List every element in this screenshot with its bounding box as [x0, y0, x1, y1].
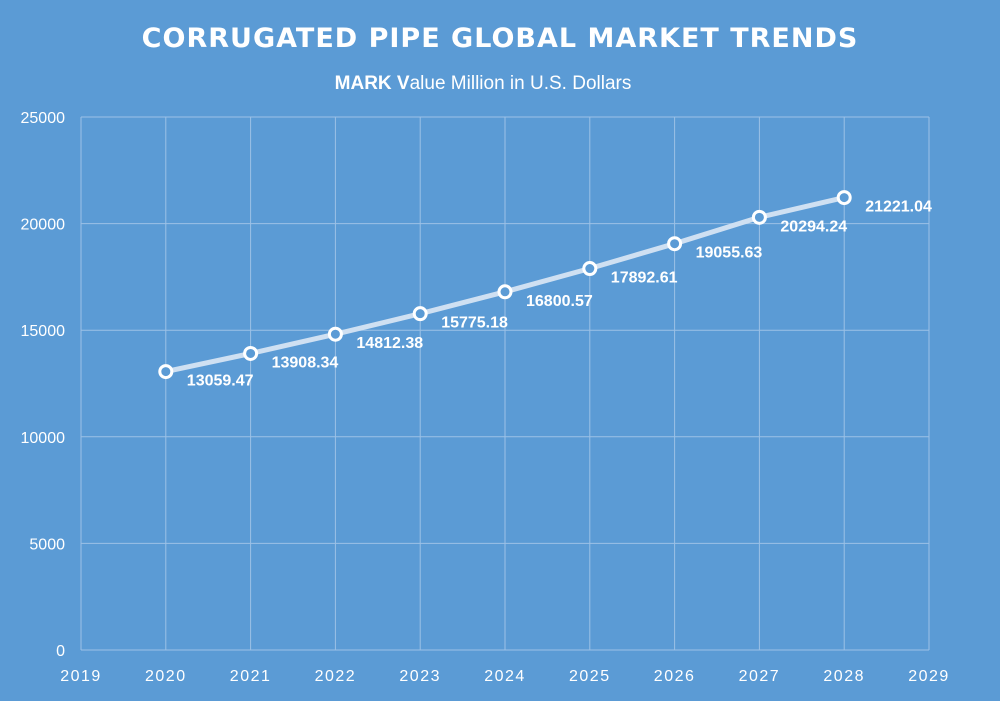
- data-point-2023: [412, 306, 428, 322]
- x-tick-label-7: 2026: [654, 668, 696, 685]
- chart-subtitle: MARK Value Million in U.S. Dollars: [335, 73, 632, 94]
- x-tick-label-9: 2028: [823, 668, 865, 685]
- data-series: 13059.47 13908.34 14812.38 15775.18 16800.57…: [158, 190, 932, 390]
- data-label-2023: 15775.18: [441, 315, 508, 332]
- chart-subtitle-text: alue Million in U.S. Dollars: [410, 73, 632, 94]
- x-tick-label-1: 2020: [145, 668, 187, 685]
- data-point-2026: [667, 236, 683, 252]
- data-point-2022: [327, 326, 343, 342]
- data-point-2024: [497, 284, 513, 300]
- chart-title: CORRUGATED PIPE GLOBAL MARKET TRENDS: [142, 23, 859, 54]
- data-point-2021: [243, 345, 259, 361]
- x-tick-label-6: 2025: [569, 668, 611, 685]
- x-axis-ticks: 2019 2020 2021 2022 2023 2024 2025 2026 2027 2028…: [60, 668, 950, 685]
- y-tick-label-0: 0: [56, 643, 65, 660]
- x-tick-label-0: 2019: [60, 668, 102, 685]
- y-tick-label-2: 10000: [21, 430, 66, 447]
- data-label-2020: 13059.47: [187, 373, 254, 390]
- x-tick-label-8: 2027: [739, 668, 781, 685]
- data-label-2025: 17892.61: [611, 270, 678, 287]
- grid-lines: [80, 116, 930, 651]
- data-point-2020: [158, 364, 174, 380]
- data-label-2022: 14812.38: [356, 335, 423, 352]
- data-label-2026: 19055.63: [696, 245, 763, 262]
- data-label-2024: 16800.57: [526, 293, 593, 310]
- x-tick-label-5: 2024: [484, 668, 526, 685]
- y-tick-label-1: 5000: [29, 536, 65, 553]
- data-label-2027: 20294.24: [780, 218, 847, 235]
- x-tick-label-3: 2022: [315, 668, 357, 685]
- data-point-2028: [836, 190, 852, 206]
- x-tick-label-4: 2023: [399, 668, 441, 685]
- data-label-2021: 13908.34: [272, 354, 339, 371]
- y-tick-label-5: 25000: [21, 110, 66, 127]
- data-label-2028: 21221.04: [865, 199, 932, 216]
- data-point-2027: [751, 209, 767, 225]
- data-point-2025: [582, 261, 598, 277]
- y-tick-label-3: 15000: [21, 323, 66, 340]
- y-axis-ticks: 0 5000 10000 15000 20000 25000: [21, 110, 66, 660]
- x-tick-label-2: 2021: [230, 668, 272, 685]
- chart-subtitle-bold: MARK V: [335, 73, 410, 94]
- y-tick-label-4: 20000: [21, 217, 66, 234]
- x-tick-label-10: 2029: [908, 668, 950, 685]
